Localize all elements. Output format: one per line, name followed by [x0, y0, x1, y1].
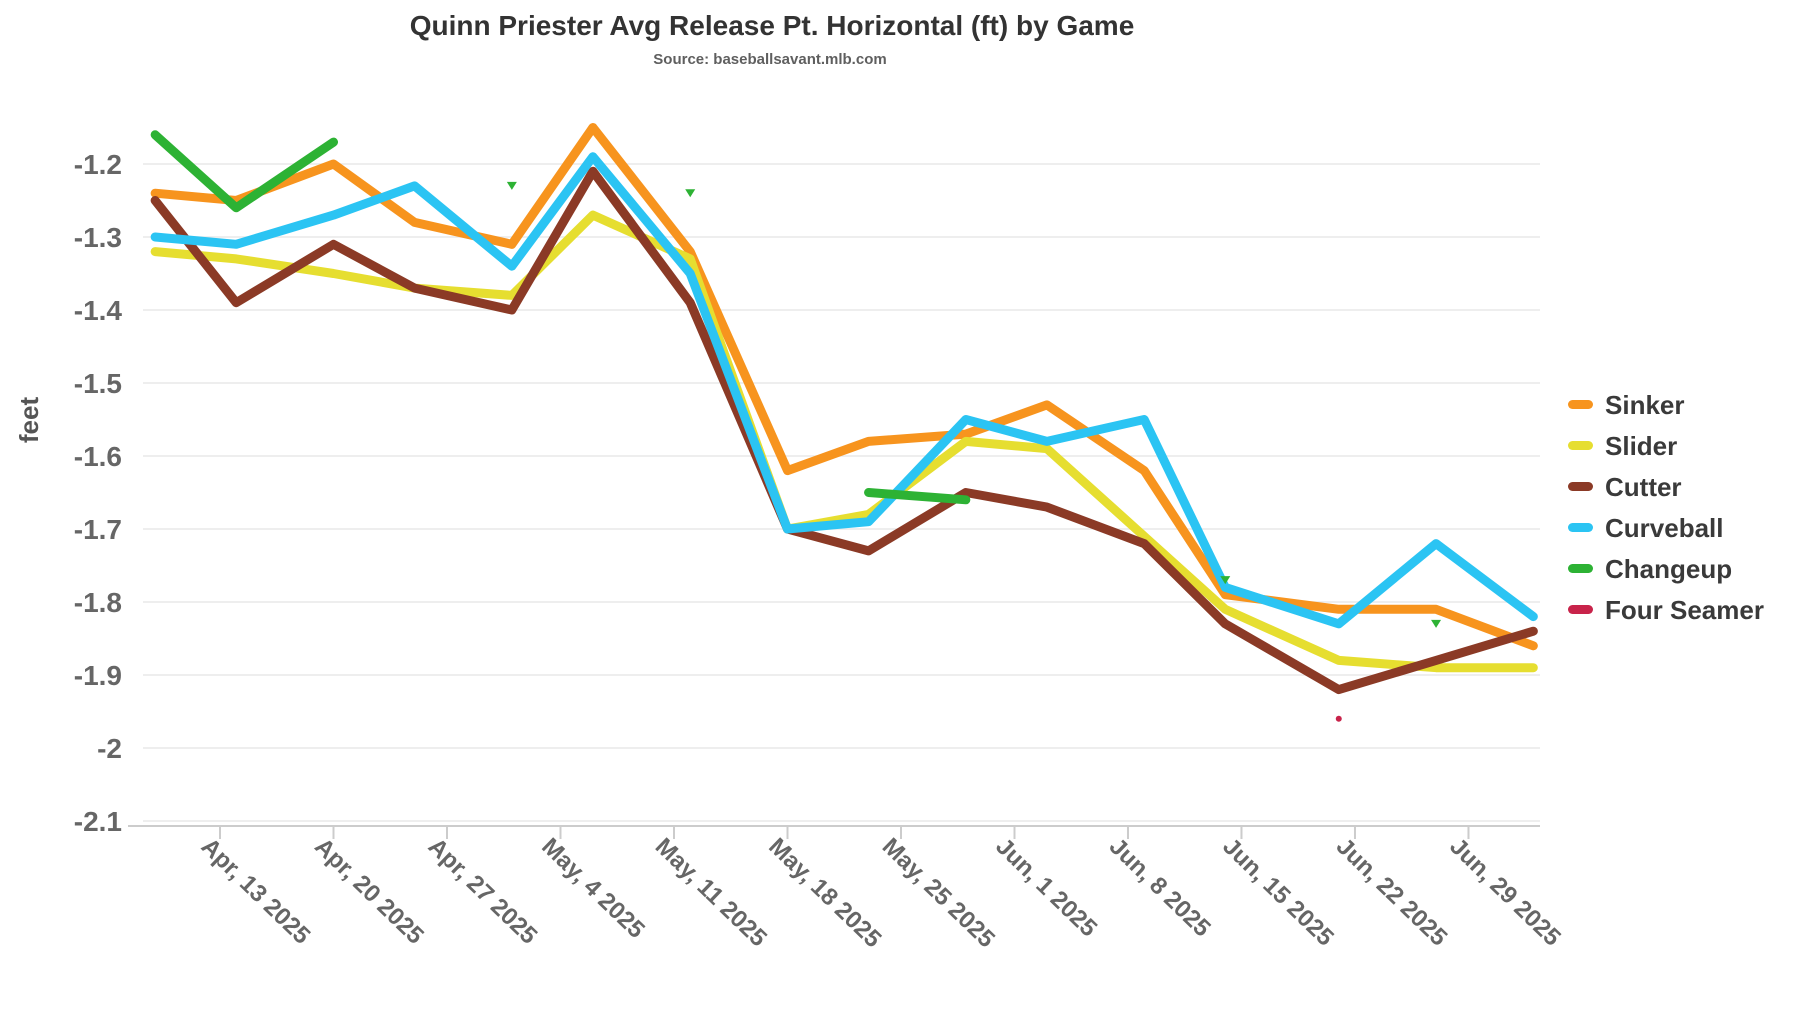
legend-label-cutter: Cutter — [1605, 471, 1682, 502]
legend-swatch-cutter — [1568, 482, 1593, 491]
y-tick-label: -1.8 — [74, 587, 122, 618]
y-axis-title: feet — [14, 397, 44, 444]
x-tick-label: Apr, 13 2025 — [196, 833, 316, 950]
x-tick-label: Jun, 22 2025 — [1331, 833, 1452, 952]
y-tick-label: -1.4 — [74, 295, 123, 326]
legend-label-slider: Slider — [1605, 430, 1678, 461]
legend-swatch-slider — [1568, 441, 1593, 450]
y-tick-label: -1.5 — [74, 368, 122, 399]
legend-swatch-four-seamer — [1568, 605, 1593, 614]
data-point-changeup[interactable] — [506, 181, 517, 190]
x-tick-label: Jun, 8 2025 — [1104, 833, 1216, 942]
x-tick-label: Jun, 29 2025 — [1444, 833, 1565, 952]
data-point-four-seamer[interactable] — [1335, 715, 1342, 722]
legend-item-sinker[interactable]: Sinker — [1568, 384, 1764, 425]
legend-swatch-changeup — [1568, 564, 1593, 573]
legend-swatch-sinker — [1568, 400, 1593, 409]
legend-item-four-seamer[interactable]: Four Seamer — [1568, 589, 1764, 630]
series-line-changeup[interactable] — [150, 130, 338, 213]
y-tick-label: -1.6 — [74, 441, 122, 472]
legend-label-four-seamer: Four Seamer — [1605, 594, 1764, 625]
legend-swatch-curveball — [1568, 523, 1593, 532]
x-tick-label: May, 18 2025 — [763, 833, 886, 953]
series-line-changeup[interactable] — [864, 488, 971, 505]
y-tick-label: -1.7 — [74, 514, 122, 545]
y-tick-label: -1.2 — [74, 149, 122, 180]
data-point-changeup[interactable] — [1431, 619, 1442, 628]
legend-label-curveball: Curveball — [1605, 512, 1724, 543]
x-tick-label: May, 11 2025 — [650, 833, 772, 952]
series-line-curveball[interactable] — [150, 152, 1538, 629]
chart-subtitle: Source: baseballsavant.mlb.com — [653, 51, 887, 68]
data-point-changeup[interactable] — [1220, 576, 1231, 585]
legend-item-slider[interactable]: Slider — [1568, 425, 1764, 466]
legend-label-changeup: Changeup — [1605, 553, 1733, 584]
series-line-cutter[interactable] — [150, 166, 1538, 695]
legend-item-curveball[interactable]: Curveball — [1568, 507, 1764, 548]
legend-label-sinker: Sinker — [1605, 389, 1685, 420]
x-tick-label: Apr, 20 2025 — [309, 833, 429, 950]
y-tick-label: -1.3 — [74, 222, 122, 253]
y-tick-label: -2 — [97, 733, 122, 764]
y-tick-label: -1.9 — [74, 660, 122, 691]
x-tick-label: May, 25 2025 — [877, 833, 1000, 953]
x-tick-label: Jun, 1 2025 — [990, 833, 1102, 942]
chart-title: Quinn Priester Avg Release Pt. Horizonta… — [409, 10, 1135, 41]
y-tick-label: -2.1 — [74, 806, 122, 837]
data-point-changeup[interactable] — [685, 189, 696, 198]
legend-item-cutter[interactable]: Cutter — [1568, 466, 1764, 507]
series-line-slider[interactable] — [150, 210, 1538, 673]
x-tick-label: Jun, 15 2025 — [1217, 833, 1338, 952]
x-tick-label: Apr, 27 2025 — [423, 833, 543, 950]
x-tick-label: May, 4 2025 — [536, 833, 649, 944]
legend: Sinker Slider Cutter Curveball Changeup Four … — [1568, 384, 1764, 630]
legend-item-changeup[interactable]: Changeup — [1568, 548, 1764, 589]
